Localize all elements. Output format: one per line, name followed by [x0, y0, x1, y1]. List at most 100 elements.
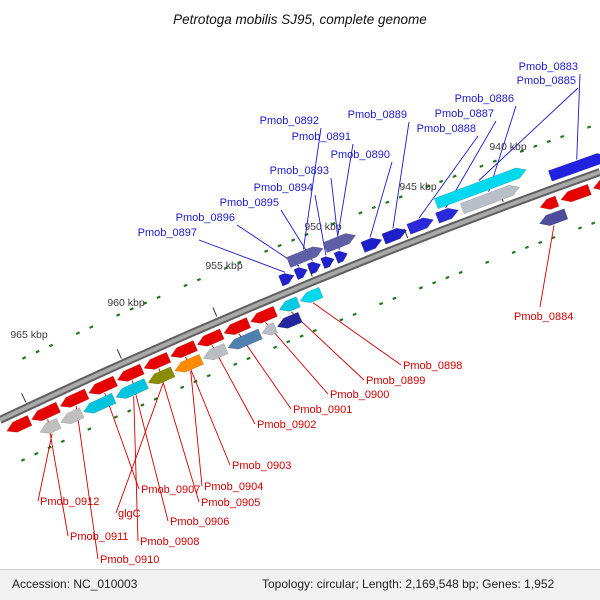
feature-marker [277, 243, 282, 248]
gene-arrow-pmob_0885[interactable] [433, 167, 527, 210]
gene-arrow-pmob_0908[interactable] [115, 378, 149, 399]
gene-label-pmob_0902[interactable]: Pmob_0902 [257, 419, 316, 431]
feature-marker [312, 328, 317, 333]
gene-label-pmob_0888[interactable]: Pmob_0888 [417, 123, 476, 135]
feature-marker [352, 312, 357, 317]
gene-arrow-pmob_0884[interactable] [539, 208, 569, 226]
gene-arrow[interactable] [6, 415, 33, 433]
gene-arrow[interactable] [83, 392, 117, 414]
feature-marker [398, 195, 403, 199]
gene-label-pmob_0890[interactable]: Pmob_0890 [331, 149, 390, 161]
gene-label-pmob_0895[interactable]: Pmob_0895 [220, 197, 279, 209]
gene-label-pmob_0896[interactable]: Pmob_0896 [176, 212, 235, 224]
gene-label-pmob_0889[interactable]: Pmob_0889 [348, 109, 407, 121]
gene-arrow-pmob_0899[interactable] [278, 296, 301, 312]
feature-marker [206, 373, 211, 378]
gene-arrow-pmob_0889[interactable] [381, 227, 408, 245]
gene-label-pmob_0883[interactable]: Pmob_0883 [519, 61, 578, 73]
gene-arrow-pmob_0893[interactable] [333, 250, 348, 264]
gene-label-pmob_0892[interactable]: Pmob_0892 [260, 115, 319, 127]
genome-axis-inner [0, 170, 600, 422]
gene-arrow-pmob_0892[interactable] [286, 246, 324, 268]
feature-marker [153, 397, 158, 401]
gene-arrow[interactable] [592, 174, 600, 191]
gene-arrow[interactable] [261, 322, 278, 336]
feature-marker [127, 409, 132, 413]
gene-arrow-pmob_0905[interactable] [143, 351, 172, 370]
gene-label-pmob_0891[interactable]: Pmob_0891 [292, 131, 351, 143]
gene-label-pmob_0910[interactable]: Pmob_0910 [100, 554, 159, 566]
gene-label-pmob_0893[interactable]: Pmob_0893 [270, 165, 329, 177]
feature-marker [485, 260, 490, 264]
feature-marker [113, 415, 119, 419]
gene-arrow-pmob_0894[interactable] [320, 256, 335, 269]
gene-arrow-pmob_0897[interactable] [278, 273, 295, 287]
gene-arrow-pmob_0898[interactable] [299, 287, 324, 303]
gene-label-pmob_0906[interactable]: Pmob_0906 [170, 516, 229, 528]
gene-arrow-pmob_0903[interactable] [170, 340, 198, 359]
gene-arrow[interactable] [560, 184, 592, 203]
gene-label-pmob_0884[interactable]: Pmob_0884 [514, 311, 573, 323]
gene-label-pmob_0899[interactable]: Pmob_0899 [366, 375, 425, 387]
gene-label-pmob_0894[interactable]: Pmob_0894 [254, 182, 313, 194]
gene-arrow-pmob_0911[interactable] [31, 401, 61, 421]
feature-marker [264, 249, 269, 253]
gene-arrow-pmob_0896[interactable] [293, 267, 308, 280]
label-leader-line [576, 73, 581, 160]
feature-marker [524, 245, 529, 250]
gene-arrow[interactable] [60, 407, 85, 424]
label-leader-line [290, 311, 365, 381]
gene-arrow-pmob_0906[interactable] [116, 363, 145, 382]
gene-arrow-pmob_0902[interactable] [196, 328, 225, 347]
label-leader-line [37, 433, 53, 502]
gene-label-glgc[interactable]: glgC [118, 508, 141, 520]
gene-label-pmob_0911[interactable]: Pmob_0911 [70, 531, 129, 543]
feature-marker [75, 331, 81, 335]
gene-label-pmob_0903[interactable]: Pmob_0903 [232, 460, 291, 472]
gene-arrow[interactable] [539, 195, 560, 210]
label-leader-line [337, 143, 354, 236]
gene-label-pmob_0901[interactable]: Pmob_0901 [293, 404, 352, 416]
gene-label-pmob_0900[interactable]: Pmob_0900 [330, 389, 389, 401]
feature-marker [358, 211, 363, 215]
gene-label-pmob_0886[interactable]: Pmob_0886 [455, 93, 514, 105]
gene-arrow-pmob_0900[interactable] [250, 306, 278, 324]
gene-arrow-pmob_0888[interactable] [406, 217, 434, 235]
feature-marker [371, 205, 376, 210]
gene-arrow-pmob_0895[interactable] [306, 261, 321, 275]
gene-arrow-pmob_0904[interactable] [174, 353, 204, 373]
gene-label-pmob_0898[interactable]: Pmob_0898 [403, 360, 462, 372]
gene-label-pmob_0887[interactable]: Pmob_0887 [435, 108, 494, 120]
gene-arrow-pmob_0912[interactable] [39, 418, 62, 434]
gene-arrow-pmob_0910[interactable] [59, 388, 90, 408]
gene-arrow[interactable] [276, 311, 303, 329]
gene-label-pmob_0905[interactable]: Pmob_0905 [201, 497, 260, 509]
gene-arrow-pmob_0891[interactable] [322, 233, 357, 253]
scale-tick-label: 960 kbp [107, 297, 145, 309]
gene-label-pmob_0897[interactable]: Pmob_0897 [138, 227, 197, 239]
gene-arrow-pmob_0901[interactable] [223, 317, 252, 335]
gene-label-pmob_0885[interactable]: Pmob_0885 [517, 75, 576, 87]
label-leader-line [158, 368, 200, 503]
gene-arrow-pmob_0890[interactable] [360, 237, 383, 253]
gene-arrow-pmob_0883[interactable] [548, 153, 600, 182]
feature-marker [331, 221, 336, 226]
gene-arrow-pmob_0907[interactable] [88, 375, 118, 395]
gene-arrow-glgc[interactable] [147, 366, 176, 385]
feature-marker [445, 275, 450, 280]
gene-label-pmob_0908[interactable]: Pmob_0908 [140, 536, 199, 548]
label-leader-line [392, 121, 410, 229]
gene-label-pmob_0912[interactable]: Pmob_0912 [40, 496, 99, 508]
gene-arrow-pmob_0886[interactable] [460, 184, 520, 215]
gene-label-pmob_0907[interactable]: Pmob_0907 [141, 484, 200, 496]
feature-marker [156, 295, 161, 300]
feature-marker [533, 144, 538, 148]
gene-arrow[interactable] [227, 328, 263, 350]
feature-marker [538, 240, 543, 245]
feature-marker [140, 403, 145, 407]
scale-tick [21, 392, 27, 403]
gene-arrow-pmob_0887[interactable] [435, 207, 459, 224]
gene-arrow[interactable] [202, 343, 229, 361]
gene-label-pmob_0904[interactable]: Pmob_0904 [204, 481, 263, 493]
